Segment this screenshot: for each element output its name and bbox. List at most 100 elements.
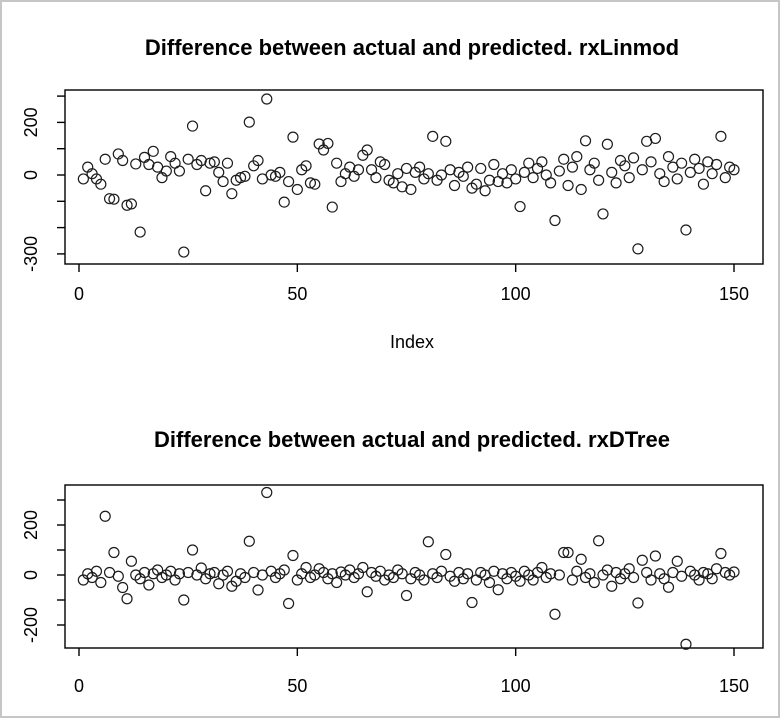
data-point (274, 568, 286, 580)
data-point (370, 172, 382, 184)
data-point (392, 168, 404, 180)
data-point (492, 584, 504, 596)
data-point (435, 169, 448, 181)
data-point (566, 574, 579, 586)
data-point (536, 156, 548, 168)
data-point (427, 130, 439, 142)
data-point (217, 569, 229, 581)
data-point (178, 246, 190, 258)
data-point (710, 158, 723, 171)
data-point (274, 166, 286, 178)
data-point (117, 154, 129, 167)
data-point (125, 555, 138, 567)
data-point (728, 164, 740, 176)
x-tick-label: 50 (287, 284, 307, 304)
data-point (414, 161, 426, 173)
data-point (558, 153, 570, 165)
data-point (636, 554, 648, 566)
data-point (575, 183, 587, 196)
data-point (173, 165, 186, 177)
data-point (300, 160, 312, 172)
y-tick-label: 200 (21, 107, 41, 137)
data-point (514, 200, 526, 213)
data-point (527, 172, 539, 184)
data-point (483, 576, 496, 589)
data-point (466, 596, 478, 609)
data-point (200, 185, 212, 197)
data-point (588, 157, 600, 169)
data-point (593, 174, 605, 186)
data-point (239, 571, 251, 584)
data-point (147, 145, 159, 157)
data-point (173, 568, 186, 580)
data-point (112, 570, 124, 582)
data-point (636, 164, 648, 176)
x-tick-label: 50 (287, 676, 307, 696)
data-point (571, 150, 583, 163)
data-point (627, 152, 640, 164)
x-tick-label: 0 (74, 284, 84, 304)
data-point (103, 193, 116, 205)
data-point (545, 568, 557, 580)
data-point (95, 178, 107, 190)
data-point (283, 597, 295, 610)
data-point (287, 549, 299, 562)
data-point (134, 226, 146, 238)
data-point (623, 563, 635, 575)
data-point (649, 550, 662, 562)
data-point (108, 193, 120, 205)
data-point (606, 580, 618, 592)
data-point (623, 172, 635, 184)
data-point (645, 574, 657, 586)
data-point (309, 178, 321, 190)
data-point (540, 571, 552, 584)
data-point (518, 565, 531, 577)
data-point (689, 153, 701, 165)
data-point (213, 166, 225, 178)
y-tick-label: 0 (21, 570, 41, 580)
data-point (545, 177, 557, 189)
data-point (204, 157, 216, 169)
data-point (331, 576, 343, 589)
data-point (553, 569, 565, 581)
data-point (213, 578, 225, 590)
data-point (649, 132, 662, 145)
data-point (357, 561, 369, 574)
data-point (322, 137, 334, 150)
data-point (632, 597, 644, 609)
data-point (488, 158, 500, 171)
data-point (676, 157, 688, 169)
data-point (706, 573, 718, 585)
data-point (728, 566, 740, 578)
data-point (562, 546, 574, 559)
data-point (645, 156, 657, 168)
data-point (562, 179, 574, 192)
chart-title-rxlinmod: Difference between actual and predicted.… (144, 35, 680, 60)
data-point (77, 173, 89, 185)
data-point (523, 157, 535, 169)
data-point (457, 170, 469, 182)
data-point (680, 224, 692, 236)
chart-title-rxdtree: Difference between actual and predicted.… (154, 427, 670, 452)
data-point (553, 165, 565, 177)
data-point (448, 179, 461, 192)
y-tick-label: 200 (21, 510, 41, 540)
data-point (514, 575, 526, 587)
data-point (304, 177, 317, 189)
data-point (641, 566, 653, 579)
data-point (715, 547, 727, 560)
data-point (658, 175, 670, 188)
data-point (99, 153, 111, 165)
data-point (405, 183, 417, 196)
data-point (697, 178, 710, 190)
data-point (479, 185, 491, 197)
data-point (597, 208, 609, 220)
x-tick-label: 100 (501, 676, 531, 696)
data-point (95, 576, 107, 589)
data-point (579, 135, 592, 147)
data-point (348, 571, 360, 584)
x-tick-label: 150 (719, 676, 749, 696)
data-point (671, 555, 683, 567)
data-point (601, 138, 613, 150)
